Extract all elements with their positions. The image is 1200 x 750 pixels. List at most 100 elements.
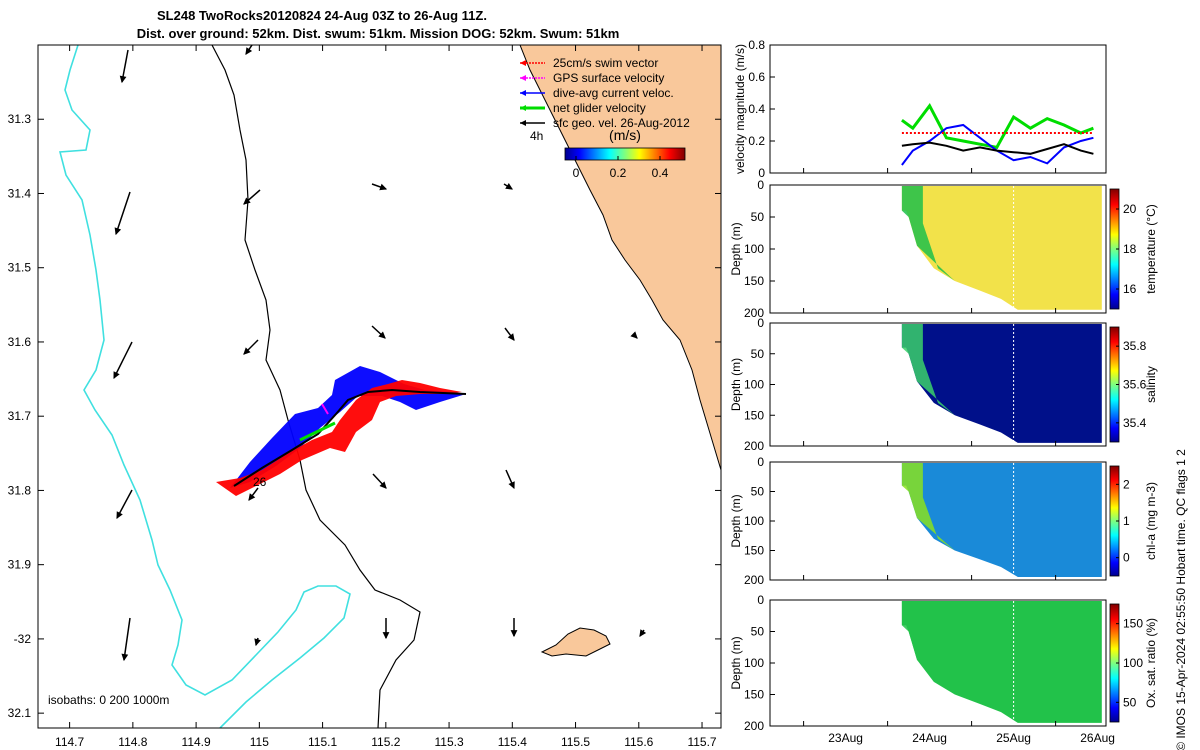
map-y-tick-label: 32.1 <box>8 706 32 720</box>
geo-arrow-head <box>243 347 251 355</box>
heatmap-y-tick-label: 100 <box>744 242 764 256</box>
velocity-y-tick-label: 0.6 <box>748 70 765 84</box>
island <box>540 627 611 657</box>
track-swim-vector <box>216 380 462 496</box>
heatmap-panel-2: 0 50 100 150 200 Depth (m) 35.4 35.6 35.8 salinit… <box>729 316 1158 453</box>
geo-arrow-head <box>382 632 390 640</box>
legend-label: dive-avg current veloc. <box>553 86 674 100</box>
colorbar-tick-label: 0.2 <box>610 166 627 180</box>
velocity-y-tick-label: 0.2 <box>748 134 765 148</box>
heatmap-colorbar-label: Ox. sat. ratio (%) <box>1144 618 1158 708</box>
heatmap-y-tick-label: 150 <box>744 544 764 558</box>
heatmap-cb-tick-label: 2 <box>1123 477 1130 491</box>
geo-arrow-head <box>508 481 515 490</box>
legend-arrowhead <box>520 105 526 111</box>
legend-label: net glider velocity <box>553 101 646 115</box>
heatmap-y-tick-label: 50 <box>751 485 765 499</box>
heatmap-y-tick-label: 50 <box>751 210 765 224</box>
gps-velocity-arrow <box>321 403 329 415</box>
geo-arrow-head <box>639 629 647 637</box>
heatmap-ylabel: Depth (m) <box>729 636 743 689</box>
geo-arrow <box>123 617 131 661</box>
geo-arrow-head <box>245 47 253 55</box>
geo-arrow-head <box>114 227 122 236</box>
geo-arrow-head <box>248 493 256 501</box>
map-x-tick-label: 115 <box>250 735 269 749</box>
map-x-tick-label: 115.4 <box>498 735 527 749</box>
velocity-series-line <box>901 103 1094 150</box>
heatmap-y-tick-label: 0 <box>757 455 764 469</box>
time-tick-label: 23Aug <box>828 731 863 745</box>
isobath-200m <box>211 45 421 728</box>
heatmap-cb-tick-label: 16 <box>1123 282 1137 296</box>
map-x-tick-label: 115.5 <box>561 735 590 749</box>
geo-arrow-head <box>121 653 129 662</box>
geo-arrow-head <box>119 75 127 84</box>
heatmap-data-region <box>901 324 1102 443</box>
isobath-1000m <box>58 45 351 728</box>
heatmap-y-tick-label: 200 <box>744 306 764 320</box>
map-x-tick-label: 115.7 <box>687 735 716 749</box>
heatmap-edge-band <box>901 463 955 551</box>
velocity-y-tick-label: 0.8 <box>748 38 765 52</box>
heatmap-cb-tick-label: 150 <box>1123 617 1143 631</box>
heatmap-ylabel: Depth (m) <box>729 358 743 411</box>
velocity-axes <box>769 44 1107 174</box>
heatmap-cb-tick-label: 100 <box>1123 656 1143 670</box>
heatmap-colorbar-label: salinity <box>1144 366 1158 403</box>
heatmap-cb-tick-label: 35.4 <box>1123 416 1147 430</box>
heatmap-panel-1: 0 50 100 150 200 Depth (m) 16 18 20 temperature (… <box>729 178 1158 320</box>
map-y-tick-label: 31.9 <box>8 558 32 572</box>
heatmap-y-tick-label: 50 <box>751 347 765 361</box>
colorbar-tick-label: 0.4 <box>652 166 669 180</box>
heatmap-colorbar-label: temperature (°C) <box>1144 204 1158 294</box>
velocity-series-line <box>901 141 1094 155</box>
heatmap-cb-tick-label: 0 <box>1123 551 1130 565</box>
legend-label: 25cm/s swim vector <box>553 56 658 70</box>
heatmap-data-region <box>901 463 1102 577</box>
heatmap-cb-tick-label: 18 <box>1123 242 1137 256</box>
geo-arrow-head <box>379 183 388 191</box>
map-x-tick-label: 114.8 <box>118 735 147 749</box>
track-line <box>233 388 467 487</box>
heatmap-colorbar-label: chl-a (mg m-3) <box>1144 482 1158 560</box>
heatmap-ylabel: Depth (m) <box>729 222 743 275</box>
legend-arrowhead <box>520 120 526 126</box>
map-y-tick-label: 31.3 <box>8 112 32 126</box>
legend-label: sfc geo. vel. 26-Aug-2012 <box>553 116 690 130</box>
heatmap-y-tick-label: 150 <box>744 274 764 288</box>
velocity-y-tick-label: 0 <box>758 166 765 180</box>
map-x-tick-label: 115.1 <box>308 735 337 749</box>
geo-arrow-head <box>116 511 123 520</box>
map-y-tick-label: 31.4 <box>8 186 32 200</box>
heatmap-cb-tick-label: 50 <box>1123 695 1137 709</box>
time-tick-label: 26Aug <box>1080 731 1115 745</box>
heatmap-y-tick-label: 0 <box>757 593 764 607</box>
map-y-tick-label: 31.5 <box>8 261 32 275</box>
net-velocity-arrow <box>299 421 336 442</box>
geo-arrow-head <box>379 481 387 489</box>
map-x-tick-label: 114.7 <box>55 735 84 749</box>
heatmap-data-region <box>901 601 1102 723</box>
map-y-tick-label: 31.6 <box>8 335 32 349</box>
map-x-tick-label: 115.2 <box>371 735 400 749</box>
title-line-2: Dist. over ground: 52km. Dist. swum: 51k… <box>137 26 620 41</box>
heatmap-y-tick-label: 150 <box>744 408 764 422</box>
colorbar-tick-label: 0 <box>573 166 580 180</box>
heatmap-cb-tick-label: 1 <box>1123 514 1130 528</box>
geo-arrow <box>113 341 133 379</box>
heatmap-y-tick-label: 200 <box>744 439 764 453</box>
geo-arrow-head <box>254 638 261 647</box>
colorbar-title: (m/s) <box>609 127 641 143</box>
heatmap-edge-band <box>901 601 955 695</box>
heatmap-ylabel: Depth (m) <box>729 494 743 547</box>
map-y-tick-label: 31.7 <box>8 409 32 423</box>
geo-arrow-head <box>505 182 513 190</box>
copyright-note: © IMOS 15-Apr-2024 02:55:50 Hobart time.… <box>1174 449 1188 750</box>
heatmap-data-region <box>901 186 1102 310</box>
geo-arrow-head <box>243 197 251 205</box>
isobaths-label: isobaths: 0 200 1000m <box>48 693 169 707</box>
map-x-tick-label: 115.6 <box>624 735 653 749</box>
geo-arrow-head <box>378 331 386 339</box>
